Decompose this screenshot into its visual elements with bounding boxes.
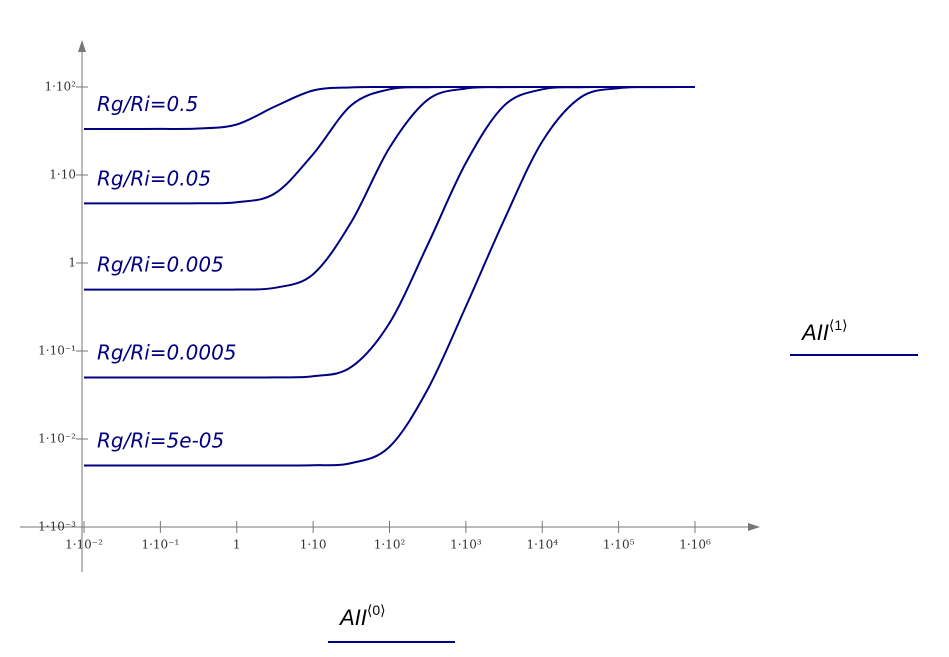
series-label: Rg/Ri=5e-05 (97, 428, 224, 452)
y-tick-label: 1·10⁻³ (38, 520, 76, 534)
x-tick-label: 1·10³ (450, 538, 482, 552)
x-tick-label: 1·10 (300, 538, 327, 552)
series-label: Rg/Ri=0.05 (97, 166, 211, 190)
x-tick-label: 1·10⁶ (679, 538, 711, 552)
y-axis-arrow (78, 40, 86, 52)
series-label: Rg/Ri=0.5 (97, 92, 198, 116)
y-label-sup: ⟨1⟩ (829, 317, 848, 333)
y-tick-label: 1·10² (44, 80, 76, 94)
x-tick-label: 1·10⁵ (603, 538, 635, 552)
series-label: Rg/Ri=0.005 (97, 253, 224, 277)
series-line (84, 85, 696, 467)
x-tick-label: 1·10⁻² (65, 538, 103, 552)
series-label: Rg/Ri=0.0005 (97, 340, 237, 364)
x-tick-label: 1 (233, 538, 241, 552)
x-tick-label: 1·10⁻¹ (141, 538, 179, 552)
x-axis-label: AII⟨0⟩ (338, 602, 386, 630)
y-axis-label: AII⟨1⟩ (800, 317, 848, 345)
x-label-sup: ⟨0⟩ (367, 602, 386, 618)
y-tick-label: 1 (68, 256, 76, 270)
y-tick-label: 1·10⁻¹ (38, 344, 76, 358)
x-label-text: AII (338, 605, 367, 630)
y-label-text: AII (800, 320, 829, 345)
x-axis-arrow (748, 523, 760, 531)
x-tick-label: 1·10⁴ (526, 538, 558, 552)
series-line (84, 85, 696, 379)
y-tick-label: 1·10 (49, 168, 76, 182)
x-tick-label: 1·10² (374, 538, 406, 552)
y-tick-label: 1·10⁻² (38, 432, 76, 446)
